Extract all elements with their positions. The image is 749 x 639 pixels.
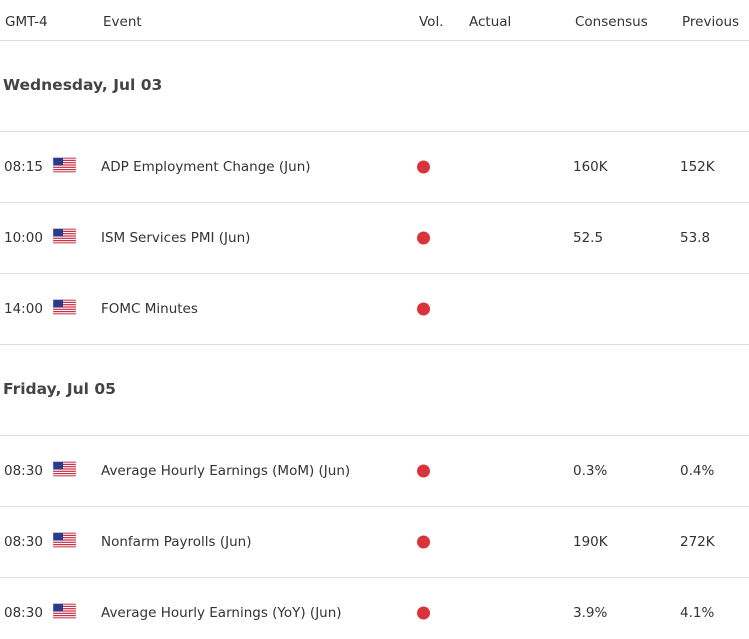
- previous: 4.1%: [680, 605, 715, 621]
- event-name: Average Hourly Earnings (YoY) (Jun): [101, 605, 342, 621]
- column-header: Vol.: [419, 14, 444, 30]
- event-name: FOMC Minutes: [101, 301, 198, 317]
- divider: [0, 273, 749, 274]
- column-header: Previous: [682, 14, 740, 30]
- volatility-dot: [417, 464, 430, 478]
- divider: [0, 202, 749, 203]
- divider: [0, 40, 749, 41]
- column-header: GMT-4: [5, 14, 48, 30]
- date-heading: Wednesday, Jul 03: [3, 76, 163, 94]
- volatility-dot: [417, 302, 430, 316]
- volatility-dot: [417, 160, 430, 174]
- column-header: Actual: [469, 14, 512, 30]
- us-flag: [52, 299, 77, 319]
- consensus: 52.5: [573, 230, 604, 246]
- consensus: 3.9%: [573, 605, 608, 621]
- volatility-dot: [417, 231, 430, 245]
- divider: [0, 344, 749, 345]
- us-flag: [52, 157, 77, 177]
- previous: 272K: [680, 534, 715, 550]
- volatility-dot: [417, 606, 430, 620]
- event-time: 10:00: [4, 230, 43, 246]
- event-time: 14:00: [4, 301, 43, 317]
- event-name: ISM Services PMI (Jun): [101, 230, 251, 246]
- divider: [0, 577, 749, 578]
- us-flag: [52, 603, 77, 623]
- date-heading: Friday, Jul 05: [3, 380, 116, 398]
- us-flag: [52, 228, 77, 248]
- us-flag: [52, 461, 77, 481]
- event-name: Nonfarm Payrolls (Jun): [101, 534, 252, 550]
- event-name: Average Hourly Earnings (MoM) (Jun): [101, 463, 351, 479]
- column-header: Event: [103, 14, 142, 30]
- event-time: 08:30: [4, 605, 43, 621]
- event-time: 08:15: [4, 159, 43, 175]
- previous: 0.4%: [680, 463, 715, 479]
- divider: [0, 506, 749, 507]
- event-name: ADP Employment Change (Jun): [101, 159, 311, 175]
- previous: 53.8: [680, 230, 711, 246]
- column-header: Consensus: [575, 14, 648, 30]
- divider: [0, 435, 749, 436]
- event-time: 08:30: [4, 534, 43, 550]
- previous: 152K: [680, 159, 715, 175]
- event-time: 08:30: [4, 463, 43, 479]
- consensus: 0.3%: [573, 463, 608, 479]
- consensus: 190K: [573, 534, 608, 550]
- volatility-dot: [417, 535, 430, 549]
- consensus: 160K: [573, 159, 608, 175]
- divider: [0, 131, 749, 132]
- us-flag: [52, 532, 77, 552]
